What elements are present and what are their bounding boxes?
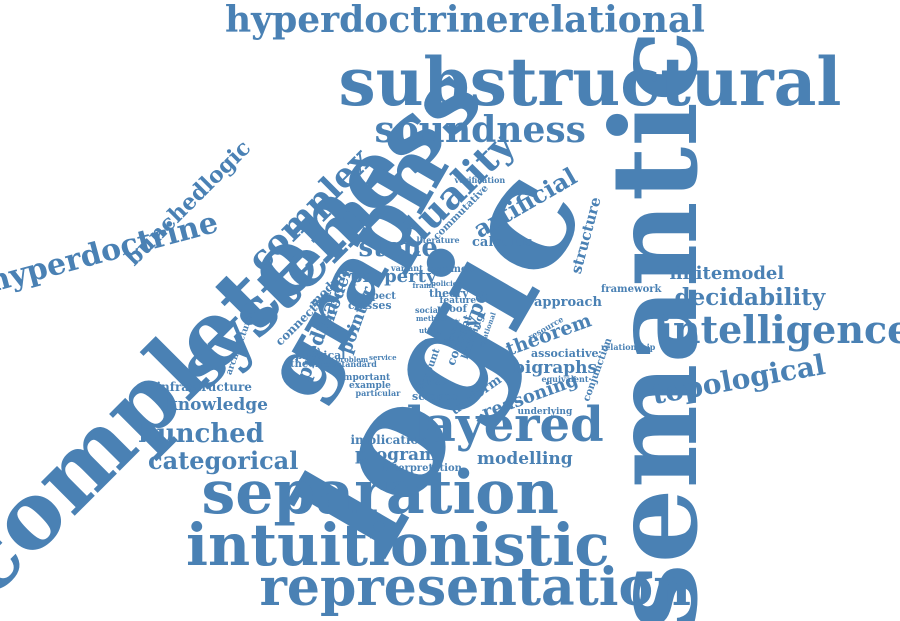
word-infrastructure: infrastructure (156, 380, 252, 394)
word-standard: standard (337, 359, 377, 369)
word-associative: associative (531, 346, 599, 360)
word-method: method (416, 313, 446, 323)
word-important: important (339, 372, 391, 383)
word-categorical: categorical (148, 446, 299, 475)
word-intelligence: intelligence (658, 307, 900, 352)
word-program: program (355, 444, 438, 465)
word-substructural: substructural (338, 43, 842, 121)
word-utility: utility (419, 325, 443, 335)
word-literature: literature (416, 235, 460, 245)
word-framework: framework (601, 284, 662, 295)
word-calculus: calculus (472, 234, 533, 250)
word-modelling: modelling (477, 448, 573, 469)
word-representation: representation (259, 557, 691, 618)
word-version: version (413, 377, 447, 387)
word-science: science (412, 389, 458, 403)
word-intuitionistic: intuitionistic (186, 511, 610, 579)
word-social: social (415, 305, 441, 315)
word-implication: implication (350, 433, 428, 447)
word-hyperdoctrinerelational: hyperdoctrinerelational (225, 0, 705, 41)
word-security: security (424, 335, 456, 345)
word-interpretation: interpretation (382, 463, 462, 474)
word-equivalent: equivalent (541, 374, 589, 384)
word-property: property (350, 266, 437, 287)
word-bigraphs: bigraphs (513, 357, 598, 378)
word-problem: problem (335, 354, 369, 364)
word-theory: theory (429, 286, 469, 300)
word-classes: classes (348, 298, 392, 312)
word-underlying: underlying (517, 406, 573, 417)
word-bunched: bunched (138, 419, 264, 449)
word-frame: frame (412, 280, 436, 290)
word-soundness: soundness (374, 109, 586, 151)
word-separation: separation (201, 458, 559, 528)
word-decidability: decidability (674, 283, 826, 311)
word-knowledge: knowledge (166, 394, 268, 415)
word-policies: policies (431, 278, 462, 288)
word-service: service (369, 352, 397, 362)
word-particular: particular (355, 388, 401, 398)
word-stone: stone (358, 233, 438, 263)
word-variant: variant (391, 263, 423, 273)
word-respect: respect (354, 291, 396, 302)
word-common: common (427, 264, 475, 275)
word-approach: approach (534, 294, 602, 310)
word-example: example (349, 380, 391, 391)
word-relationship: relationship (601, 342, 656, 352)
word-theories: theories (290, 359, 336, 370)
word-feature: feature (439, 295, 477, 306)
word-finitemodel: finitemodel (669, 263, 785, 284)
word-layered: layered (406, 397, 604, 453)
word-physical: physical (295, 348, 346, 362)
word-proof: proof (437, 304, 467, 315)
word-verification: verification (454, 175, 506, 185)
